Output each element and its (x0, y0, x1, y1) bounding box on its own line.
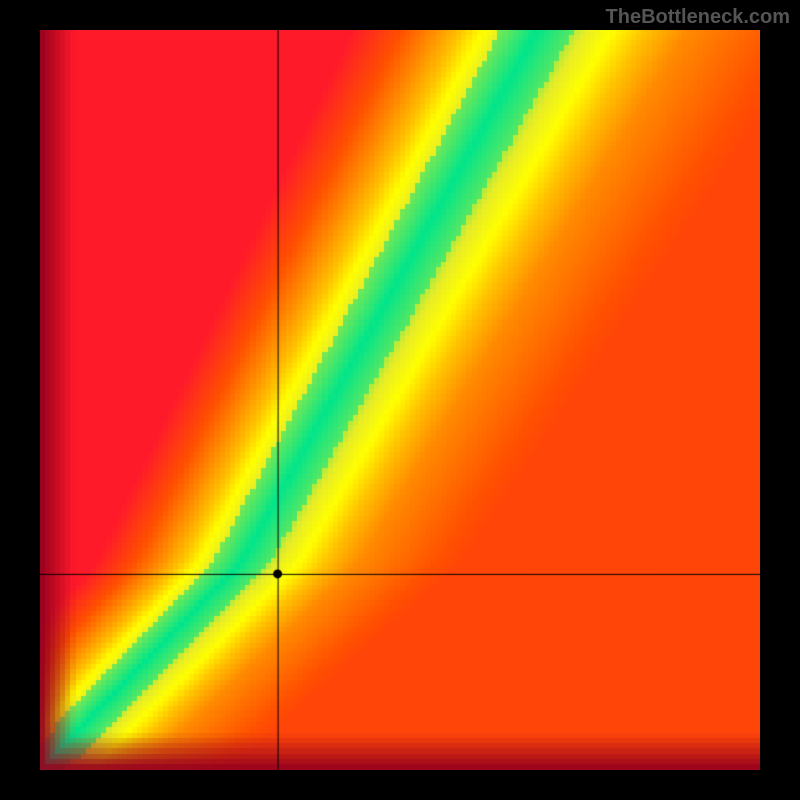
watermark-text: TheBottleneck.com (606, 6, 790, 29)
heatmap-canvas (40, 30, 760, 770)
heatmap-plot (40, 30, 760, 770)
